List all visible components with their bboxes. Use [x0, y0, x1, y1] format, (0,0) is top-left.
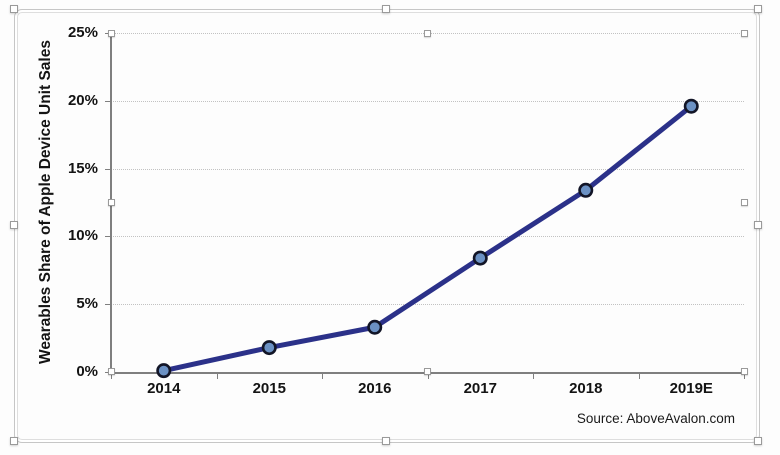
chart-selection-handle[interactable] — [382, 437, 390, 445]
plot-area-selection-handle[interactable] — [740, 368, 748, 375]
plot-area-selection-handle[interactable] — [424, 29, 431, 37]
y-axis-title: Wearables Share of Apple Device Unit Sal… — [37, 40, 54, 364]
y-axis-tick-mark — [105, 236, 110, 238]
data-point-marker-2017[interactable] — [472, 250, 488, 266]
x-axis-label: 2018 — [569, 380, 603, 397]
plot-area-selection-handle[interactable] — [107, 368, 115, 375]
data-line[interactable] — [161, 103, 694, 374]
gridline — [111, 168, 744, 170]
x-axis-tick-mark — [638, 374, 640, 379]
y-axis-tick-label: 20% — [67, 91, 98, 109]
chart-selection-handle[interactable] — [10, 221, 18, 229]
x-axis-label: 2015 — [252, 380, 286, 397]
x-axis-label: 2019E — [669, 380, 713, 397]
x-axis-tick-mark — [322, 374, 323, 379]
wearables-share-line-chart[interactable] — [111, 33, 744, 379]
gridline — [111, 236, 744, 238]
data-point-marker-2014[interactable] — [156, 363, 172, 379]
x-axis-tick-mark — [744, 374, 745, 379]
x-axis-label: 2014 — [147, 380, 181, 397]
chart-selection-handle[interactable] — [382, 5, 390, 13]
x-axis-label: 2016 — [358, 380, 392, 397]
chart-selection-handle[interactable] — [10, 5, 18, 13]
plot-area-selection-handle[interactable] — [740, 199, 748, 206]
x-axis-tick-mark — [111, 374, 112, 379]
plot-area-selection-handle[interactable] — [107, 199, 115, 206]
y-axis-tick-label: 0% — [76, 363, 98, 380]
x-axis-tick-mark — [533, 374, 534, 379]
x-axis-label: 2017 — [463, 380, 497, 397]
y-axis-tick-mark — [105, 304, 110, 306]
gridline — [111, 100, 744, 102]
plot-area-selection-handle[interactable] — [107, 29, 115, 37]
chart-selection-handle[interactable] — [10, 437, 18, 445]
data-point-marker-2016[interactable] — [367, 319, 383, 335]
x-axis-tick-mark — [427, 374, 429, 379]
source-note: Source: AboveAvalon.com — [576, 411, 735, 426]
chart-selection-handle[interactable] — [754, 221, 762, 229]
y-axis-tick-label: 15% — [67, 159, 98, 177]
data-point-marker-2015[interactable] — [261, 340, 277, 356]
gridline — [111, 304, 744, 306]
plot-area-selection-handle[interactable] — [740, 29, 748, 37]
x-axis-tick-mark — [216, 374, 218, 379]
chart-selection-handle[interactable] — [754, 437, 762, 445]
data-point-marker-2019E[interactable] — [683, 98, 699, 114]
y-axis-tick-mark — [105, 168, 110, 170]
y-axis-tick-label: 5% — [76, 295, 98, 313]
y-axis-tick-label: 10% — [67, 227, 98, 245]
data-point-marker-2018[interactable] — [578, 182, 594, 198]
plot-area-selection-handle[interactable] — [424, 368, 431, 375]
y-axis-tick-label: 25% — [67, 24, 98, 41]
chart-selection-handle[interactable] — [754, 5, 762, 13]
y-axis-tick-mark — [105, 100, 110, 102]
plot-area[interactable] — [105, 33, 745, 379]
